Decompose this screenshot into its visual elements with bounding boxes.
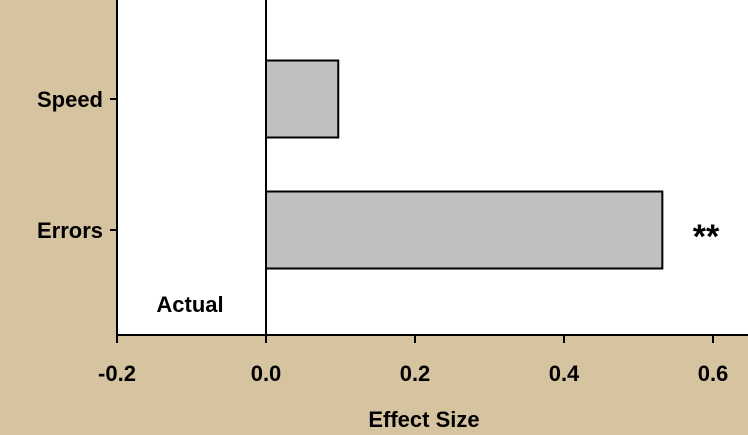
x-tick-label-0-6: 0.6 (698, 361, 729, 386)
annotation-actual: Actual (156, 292, 223, 317)
significance-marker: ** (693, 218, 720, 256)
x-tick-label-neg0-2: -0.2 (98, 361, 136, 386)
x-tick-label-0-2: 0.2 (400, 361, 431, 386)
x-axis-title: Effect Size (368, 407, 479, 432)
x-tick-label-0-0: 0.0 (251, 361, 282, 386)
x-tick-label-0-4: 0.4 (549, 361, 580, 386)
bar-speed (265, 59, 340, 139)
y-tick-label-errors: Errors (37, 218, 103, 243)
bar-errors (265, 190, 664, 270)
plot-area (117, 0, 748, 335)
y-tick-label-speed: Speed (37, 87, 103, 112)
